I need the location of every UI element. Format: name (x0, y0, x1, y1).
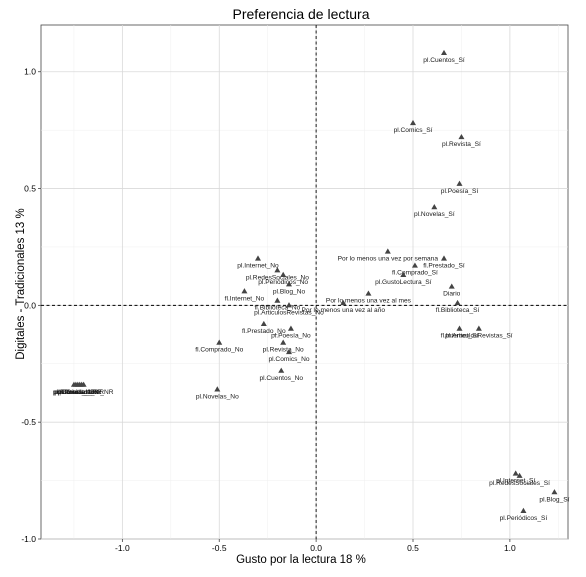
point-marker (365, 290, 372, 296)
point-label: pl.Periódicos_No (258, 279, 308, 286)
point-marker (411, 262, 418, 268)
point-marker (456, 180, 463, 186)
point-label: pl.Novelas_Sí (414, 211, 455, 218)
x-tick-label: 0.0 (310, 543, 322, 553)
point-marker (260, 320, 267, 327)
chart-title: Preferencia de lectura (233, 6, 370, 22)
point-marker (448, 283, 455, 289)
x-tick-label: 0.5 (407, 543, 419, 553)
point-label: pl.RedesSociales_No (246, 274, 309, 281)
point-label: fl.Biblioteca_No (254, 305, 300, 312)
point-label: pl.Poesía_Sí (441, 188, 479, 195)
point-marker (400, 271, 407, 277)
x-tick-label: -1.0 (115, 543, 130, 553)
point-label: Por lo menos una vez al mes (326, 298, 412, 305)
grid (41, 25, 568, 540)
point-label: pl.Cuentos_NR (59, 389, 104, 396)
point-label: pl.Blog_No (273, 288, 306, 295)
point-label: pl.Cuentos_No (259, 375, 303, 382)
y-axis-ticks: -1.0 -0.5 0.0 0.5 1.0 (21, 67, 41, 544)
point-marker (441, 255, 447, 261)
y-tick-label: -0.5 (21, 417, 36, 427)
y-tick-label: 1.0 (24, 67, 36, 77)
point-label: pl.Revista_Sí (442, 141, 481, 148)
point-marker (280, 339, 287, 345)
point-label: Diario (443, 291, 461, 298)
point-label: pl.Comics_No (268, 356, 309, 363)
data-points: pl.Cuentos_Sí pl.Comics_Sí pl.Revista_Sípl… (53, 49, 570, 522)
point-label: Por lo menos una vez al año (301, 307, 385, 314)
point-label: pl.Novelas_NR (58, 389, 102, 396)
point-label: pl.Revista_No (263, 347, 304, 354)
plot-panel (40, 24, 569, 540)
x-axis-ticks: -1.0 -0.5 0.0 0.5 1.0 (115, 539, 516, 553)
point-marker (441, 49, 447, 56)
point-marker (340, 299, 347, 306)
point-label: pl.Internet_Sí (496, 478, 535, 485)
point-marker (410, 119, 416, 126)
point-label: pl.Comics_Sí (394, 127, 433, 134)
point-marker (274, 297, 281, 303)
point-marker (286, 302, 292, 308)
point-marker (274, 267, 281, 273)
point-marker (286, 348, 292, 355)
point-label: fl.Comprado_No (195, 347, 243, 354)
point-marker (516, 472, 523, 478)
point-marker (520, 507, 527, 513)
point-marker (456, 325, 463, 331)
point-label: fl.Internet_Sí (441, 333, 479, 340)
point-label: pl.Cuentos_Sí (423, 57, 465, 64)
x-tick-label: 1.0 (504, 543, 516, 553)
point-label: pl.ArticulosRevistas_Sí (445, 333, 513, 340)
point-marker (214, 386, 221, 392)
point-marker (431, 204, 438, 210)
point-marker (255, 255, 261, 261)
x-tick-label: -0.5 (212, 543, 227, 553)
point-label: pl.Periódicos_Sí (500, 515, 548, 522)
point-label: pl.Poesía_NR (57, 389, 98, 396)
point-label: pl.GustoLectura_Sí (375, 279, 432, 286)
point-label: fl.Internet_No (225, 295, 265, 302)
point-marker (280, 271, 287, 277)
point-marker (278, 367, 285, 373)
point-label: fl.Comprado_Sí (392, 270, 438, 277)
point-label: pl.Revista_NR (53, 389, 95, 396)
y-tick-label: -1.0 (21, 534, 36, 544)
point-label: pl.RedesSociales_Sí (489, 480, 550, 487)
y-tick-label: 0.0 (24, 300, 36, 310)
x-axis-title: Gusto por la lectura 18 % (236, 554, 366, 566)
point-marker (241, 288, 248, 294)
point-label: Por lo menos una vez por semana (338, 256, 439, 263)
point-marker (458, 133, 465, 140)
point-marker (216, 339, 223, 345)
point-marker (454, 299, 461, 306)
point-marker (512, 470, 519, 476)
point-label: fl.Prestado_Sí (423, 263, 465, 270)
point-label: pl.Comics_NR (55, 389, 97, 396)
point-label: pl.Novelas_No (196, 393, 239, 400)
y-tick-label: 0.5 (24, 184, 36, 194)
point-marker (384, 248, 391, 254)
point-marker (70, 381, 77, 387)
point-label: pl.Poesía_No (271, 333, 311, 340)
point-label: fl.Biblioteca_Sí (436, 307, 480, 314)
point-marker (475, 325, 482, 331)
y-axis-title: Digitales - Tradicionales 13 % (15, 208, 27, 360)
point-label: fl.Prestado_No (242, 328, 286, 335)
point-label: pl.GustoLectura_NR (54, 389, 114, 396)
point-label: pl.Internet_No (237, 263, 279, 270)
point-marker (287, 325, 294, 331)
point-label: pl.ArticulosRevistas_No (254, 309, 324, 316)
point-label: pl.Blog_Sí (539, 496, 569, 503)
point-marker (551, 489, 558, 495)
point-marker (286, 281, 292, 287)
